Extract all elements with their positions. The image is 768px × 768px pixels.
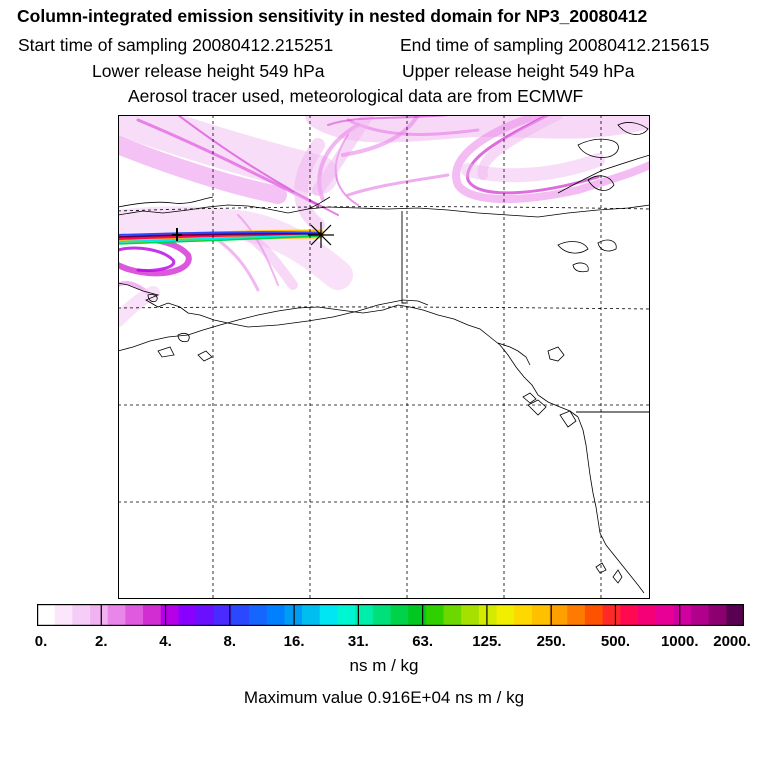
tracer-note: Aerosol tracer used, meteorological data… — [128, 86, 584, 106]
trajectory-cross-marker — [172, 228, 182, 241]
colorbar-tick-label: 2000. — [713, 633, 751, 650]
colorbar-tick-label: 31. — [347, 633, 369, 650]
colorbar-swatch — [408, 604, 427, 626]
colorbar-swatch — [337, 604, 356, 626]
upper-release-height-label: Upper release height 549 hPa — [402, 61, 635, 81]
colorbar-tick-label: 63. — [412, 633, 434, 650]
colorbar-tick-label: 0. — [34, 633, 48, 650]
colorbar-swatch — [54, 604, 73, 626]
colorbar-swatch — [443, 604, 462, 626]
colorbar-swatch — [602, 604, 621, 626]
colorbar-swatch — [496, 604, 515, 626]
colorbar-tick-label: 1000. — [660, 633, 699, 650]
colorbar-swatch — [549, 604, 568, 626]
colorbar-swatch — [655, 604, 674, 626]
release-point-marker — [308, 222, 334, 248]
end-time-label: End time of sampling 20080412.215615 — [400, 35, 710, 55]
colorbar-swatch — [531, 604, 551, 626]
map-title: Column-integrated emission sensitivity i… — [17, 6, 648, 26]
colorbar-swatch — [372, 604, 391, 626]
colorbar-swatch — [673, 604, 692, 626]
colorbar-swatch — [355, 604, 374, 626]
start-time-label: Start time of sampling 20080412.215251 — [18, 35, 334, 55]
colorbar-swatch — [319, 604, 338, 626]
maximum-value-label: Maximum value 0.916E+04 ns m / kg — [243, 688, 525, 707]
colorbar-swatch — [249, 604, 268, 626]
colorbar-tick-label: 4. — [159, 633, 172, 650]
colorbar-swatch — [690, 604, 710, 626]
colorbar-units: ns m / kg — [349, 656, 419, 675]
colorbar-tick-label: 16. — [283, 633, 305, 650]
colorbar-swatch — [178, 604, 197, 626]
colorbar-tick-label: 2. — [95, 633, 108, 650]
colorbar-swatch — [196, 604, 215, 626]
colorbar-frame — [37, 604, 744, 626]
colorbar-tick-label: 125. — [472, 633, 502, 650]
colorbar-swatch — [266, 604, 285, 626]
colorbar-swatch — [390, 604, 409, 626]
colorbar-swatch — [514, 604, 533, 626]
colorbar-swatch — [231, 604, 250, 626]
political-borders — [401, 211, 650, 413]
colorbar-swatch — [107, 604, 126, 626]
colorbar-swatch — [125, 604, 144, 626]
colorbar-swatch — [708, 604, 727, 626]
colorbar-swatch — [302, 604, 321, 626]
colorbar-swatch — [213, 604, 232, 626]
map-panel — [118, 115, 650, 599]
colorbar-swatch — [637, 604, 657, 626]
colorbar-swatch — [37, 604, 56, 626]
sensitivity-core-band — [118, 229, 325, 245]
colorbar-tick-label: 8. — [223, 633, 237, 650]
colorbar-tick-label: 500. — [600, 633, 631, 650]
colorbar-swatch — [567, 604, 586, 626]
colorbar-swatch — [584, 604, 604, 626]
colorbar-swatch — [90, 604, 109, 626]
colorbar-swatch — [72, 604, 91, 626]
sensitivity-field — [118, 115, 650, 327]
lower-release-height-label: Lower release height 549 hPa — [92, 61, 325, 81]
colorbar-swatch — [461, 604, 480, 626]
coastlines — [118, 122, 650, 594]
graticule — [118, 115, 650, 599]
colorbar-swatch — [160, 604, 179, 626]
colorbar-swatch — [726, 604, 744, 626]
colorbar-swatch — [143, 604, 162, 626]
colorbar-swatch — [478, 604, 498, 626]
colorbar-swatch — [620, 604, 639, 626]
colorbar-tick-label: 250. — [536, 633, 566, 650]
colorbar — [37, 604, 744, 626]
map-frame — [118, 115, 650, 599]
colorbar-swatch — [425, 604, 445, 626]
